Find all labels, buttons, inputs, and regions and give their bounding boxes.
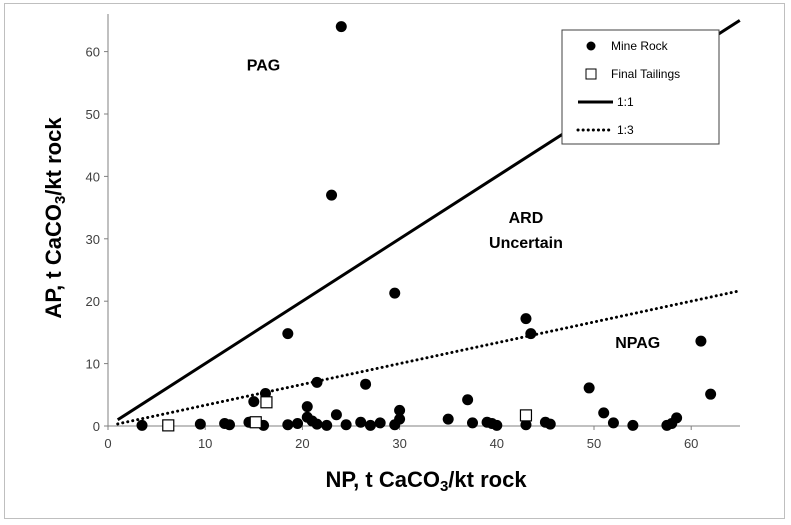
legend-label: Final Tailings — [611, 67, 680, 81]
mine-rock-point — [705, 388, 717, 400]
subscript-3: 3 — [440, 478, 448, 495]
mine-rock-point — [695, 335, 707, 347]
mine-rock-point — [598, 407, 610, 419]
chart-frame: 0 10 20 30 40 50 60 0 10 20 30 40 50 60 PAG ARD Uncert… — [4, 3, 785, 519]
final-tailings-point — [162, 419, 175, 432]
x-tick-label: 40 — [490, 436, 504, 451]
mine-rock-point — [194, 418, 206, 430]
mine-rock-point — [394, 404, 406, 416]
y-axis-title: AP, t CaCO3/kt rock — [41, 117, 69, 319]
x-axis-title: NP, t CaCO3/kt rock — [325, 467, 527, 495]
title-remainder: /kt rock — [448, 467, 527, 492]
data-points — [136, 21, 717, 432]
mine-rock-point — [520, 313, 532, 325]
mine-rock-point — [462, 394, 474, 406]
y-tick-label: 50 — [86, 107, 100, 122]
legend: Mine Rock Final Tailings 1:1 1:3 — [561, 29, 720, 145]
mine-rock-point — [292, 418, 304, 430]
region-labels: PAG ARD Uncertain NPAG — [247, 57, 660, 352]
subscript-3: 3 — [52, 196, 69, 204]
mine-rock-point — [224, 419, 235, 431]
x-tick-label: 60 — [684, 436, 698, 451]
mine-rock-point — [544, 418, 556, 430]
region-label-ard: ARD — [509, 210, 544, 227]
ratio-1-3-line — [116, 289, 742, 426]
y-tick-label: 30 — [86, 232, 100, 247]
mine-rock-point — [136, 419, 148, 431]
x-tick-labels: 0 10 20 30 40 50 60 — [104, 426, 698, 451]
mine-rock-point — [491, 419, 503, 431]
mine-rock-point — [326, 189, 338, 201]
region-label-pag: PAG — [247, 57, 280, 74]
x-tick-label: 20 — [295, 436, 309, 451]
mine-rock-point — [394, 413, 406, 425]
mine-rock-point — [340, 419, 352, 431]
final-tailings-point — [249, 416, 262, 429]
mine-rock-point — [301, 401, 313, 413]
legend-label: 1:3 — [617, 123, 634, 137]
region-label-npag: NPAG — [615, 335, 660, 352]
mine-rock-point — [389, 287, 401, 299]
x-tick-label: 30 — [392, 436, 406, 451]
x-tick-label: 0 — [104, 436, 111, 451]
x-tick-label: 10 — [198, 436, 212, 451]
mine-rock-point — [311, 418, 323, 430]
mine-rock-point — [607, 417, 619, 429]
final-tailings-point — [519, 409, 533, 422]
y-tick-label: 0 — [93, 419, 100, 434]
mine-rock-point — [520, 419, 532, 431]
mine-rock-point — [248, 396, 260, 408]
mine-rock-point — [374, 417, 386, 429]
y-tick-label: 40 — [86, 169, 100, 184]
legend-label: 1:1 — [617, 95, 634, 109]
mine-rock-point — [335, 21, 347, 33]
mine-rock-point — [355, 416, 367, 428]
y-tick-label: 60 — [86, 45, 100, 60]
y-tick-labels: 0 10 20 30 40 50 60 — [86, 45, 108, 434]
mine-rock-point — [321, 419, 333, 431]
legend-label: Mine Rock — [611, 39, 669, 53]
legend-final-tailings-marker — [585, 68, 597, 80]
scatter-chart: 0 10 20 30 40 50 60 0 10 20 30 40 50 60 PAG ARD Uncert… — [41, 14, 742, 495]
y-tick-label: 20 — [86, 294, 100, 309]
title-remainder: /kt rock — [41, 117, 66, 196]
mine-rock-point — [330, 409, 342, 421]
mine-rock-point — [666, 418, 678, 430]
mine-rock-point — [360, 378, 372, 390]
mine-rock-point — [311, 376, 323, 388]
mine-rock-point — [525, 328, 537, 340]
mine-rock-point — [364, 419, 376, 431]
mine-rock-point — [627, 419, 639, 431]
region-label-uncertain: Uncertain — [489, 235, 563, 252]
mine-rock-point — [442, 413, 454, 425]
mine-rock-point — [282, 419, 294, 431]
x-tick-label: 50 — [587, 436, 601, 451]
mine-rock-point — [583, 382, 595, 394]
mine-rock-point — [467, 417, 478, 429]
mine-rock-point — [282, 328, 294, 340]
legend-mine-rock-marker — [586, 41, 596, 51]
final-tailings-point — [260, 396, 273, 409]
y-tick-label: 10 — [86, 357, 100, 372]
